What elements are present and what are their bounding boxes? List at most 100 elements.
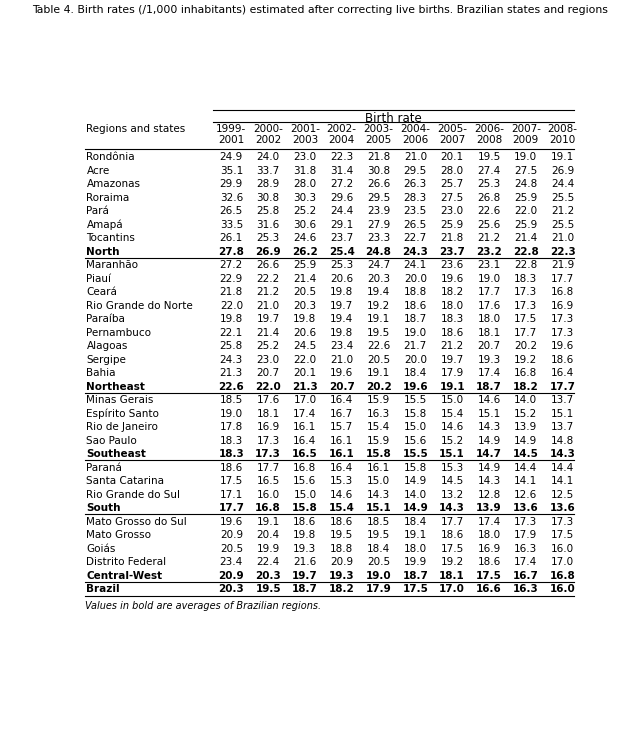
Text: 24.4: 24.4	[551, 179, 574, 189]
Text: 18.6: 18.6	[330, 517, 353, 527]
Text: 25.2: 25.2	[257, 341, 280, 351]
Text: 18.3: 18.3	[220, 436, 243, 446]
Text: 14.9: 14.9	[403, 503, 428, 513]
Text: 26.6: 26.6	[367, 179, 390, 189]
Text: 23.3: 23.3	[367, 233, 390, 243]
Text: 25.8: 25.8	[220, 341, 243, 351]
Text: 20.7: 20.7	[257, 368, 280, 378]
Text: 19.4: 19.4	[367, 287, 390, 297]
Text: Distrito Federal: Distrito Federal	[86, 557, 166, 567]
Text: 15.5: 15.5	[403, 449, 428, 459]
Text: Mato Grosso: Mato Grosso	[86, 530, 152, 540]
Text: 16.1: 16.1	[330, 436, 353, 446]
Text: 21.4: 21.4	[514, 233, 538, 243]
Text: 16.8: 16.8	[550, 570, 575, 581]
Text: 19.6: 19.6	[551, 341, 574, 351]
Text: 17.4: 17.4	[293, 408, 317, 419]
Text: 20.5: 20.5	[367, 354, 390, 365]
Text: 16.0: 16.0	[257, 489, 280, 500]
Text: 18.6: 18.6	[404, 301, 427, 310]
Text: 18.0: 18.0	[477, 314, 500, 324]
Text: 26.5: 26.5	[404, 220, 427, 229]
Text: Alagoas: Alagoas	[86, 341, 128, 351]
Text: 15.3: 15.3	[330, 476, 353, 486]
Text: 28.3: 28.3	[404, 192, 427, 203]
Text: 14.3: 14.3	[367, 489, 390, 500]
Text: 28.9: 28.9	[257, 179, 280, 189]
Text: 23.0: 23.0	[440, 206, 464, 216]
Text: Roraima: Roraima	[86, 192, 130, 203]
Text: 16.3: 16.3	[514, 544, 538, 553]
Text: 22.3: 22.3	[330, 152, 353, 162]
Text: 18.8: 18.8	[330, 544, 353, 553]
Text: 18.1: 18.1	[477, 327, 500, 338]
Text: 35.1: 35.1	[220, 166, 243, 175]
Text: 30.6: 30.6	[293, 220, 317, 229]
Text: 16.9: 16.9	[257, 422, 280, 432]
Text: 20.6: 20.6	[293, 327, 317, 338]
Text: 19.2: 19.2	[440, 557, 464, 567]
Text: 24.1: 24.1	[404, 260, 427, 270]
Text: 20.9: 20.9	[218, 570, 244, 581]
Text: 22.8: 22.8	[514, 260, 538, 270]
Text: 23.2: 23.2	[476, 247, 502, 256]
Text: 22.0: 22.0	[293, 354, 317, 365]
Text: 19.1: 19.1	[439, 382, 465, 391]
Text: 25.9: 25.9	[293, 260, 317, 270]
Text: 17.4: 17.4	[477, 517, 500, 527]
Text: Regions and states: Regions and states	[86, 124, 186, 133]
Text: 2005-
2007: 2005- 2007	[437, 124, 467, 145]
Text: 29.9: 29.9	[220, 179, 243, 189]
Text: 15.8: 15.8	[404, 463, 427, 472]
Text: Pará: Pará	[86, 206, 109, 216]
Text: 19.8: 19.8	[220, 314, 243, 324]
Text: Amapá: Amapá	[86, 220, 123, 230]
Text: 21.2: 21.2	[477, 233, 500, 243]
Text: 19.6: 19.6	[403, 382, 428, 391]
Text: 20.0: 20.0	[404, 273, 427, 284]
Text: 13.7: 13.7	[551, 422, 574, 432]
Text: 19.5: 19.5	[367, 327, 390, 338]
Text: 21.7: 21.7	[404, 341, 427, 351]
Text: 17.6: 17.6	[477, 301, 500, 310]
Text: 18.0: 18.0	[477, 530, 500, 540]
Text: 26.8: 26.8	[477, 192, 500, 203]
Text: 15.9: 15.9	[367, 395, 390, 405]
Text: 17.6: 17.6	[257, 395, 280, 405]
Text: 15.1: 15.1	[551, 408, 574, 419]
Text: 2006-
2008: 2006- 2008	[474, 124, 504, 145]
Text: 15.8: 15.8	[404, 408, 427, 419]
Text: 19.9: 19.9	[257, 544, 280, 553]
Text: 16.6: 16.6	[476, 584, 502, 594]
Text: 16.4: 16.4	[330, 463, 353, 472]
Text: 20.1: 20.1	[293, 368, 317, 378]
Text: 18.2: 18.2	[329, 584, 355, 594]
Text: 18.5: 18.5	[367, 517, 390, 527]
Text: Bahia: Bahia	[86, 368, 116, 378]
Text: 18.4: 18.4	[367, 544, 390, 553]
Text: 16.8: 16.8	[293, 463, 317, 472]
Text: 14.1: 14.1	[551, 476, 574, 486]
Text: 17.4: 17.4	[477, 368, 500, 378]
Text: 20.1: 20.1	[440, 152, 464, 162]
Text: 27.5: 27.5	[514, 166, 538, 175]
Text: 17.3: 17.3	[551, 327, 574, 338]
Text: 24.0: 24.0	[257, 152, 280, 162]
Text: 17.7: 17.7	[514, 327, 538, 338]
Text: 17.3: 17.3	[255, 449, 281, 459]
Text: 26.6: 26.6	[257, 260, 280, 270]
Text: 15.5: 15.5	[404, 395, 427, 405]
Text: 15.4: 15.4	[329, 503, 355, 513]
Text: 31.6: 31.6	[257, 220, 280, 229]
Text: Amazonas: Amazonas	[86, 179, 140, 189]
Text: 19.3: 19.3	[477, 354, 500, 365]
Text: 16.7: 16.7	[330, 408, 353, 419]
Text: 16.1: 16.1	[329, 449, 355, 459]
Text: 23.5: 23.5	[404, 206, 427, 216]
Text: 30.8: 30.8	[257, 192, 280, 203]
Text: 19.9: 19.9	[404, 557, 427, 567]
Text: 26.1: 26.1	[220, 233, 243, 243]
Text: 18.7: 18.7	[476, 382, 502, 391]
Text: 18.5: 18.5	[220, 395, 243, 405]
Text: 29.6: 29.6	[330, 192, 353, 203]
